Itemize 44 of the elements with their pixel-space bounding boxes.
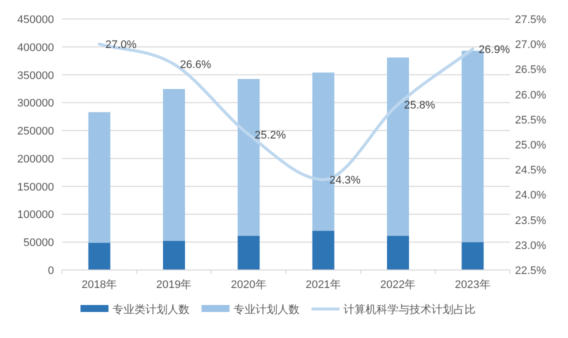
y2-tick-label: 27.0% xyxy=(515,39,546,52)
data-label: 25.8% xyxy=(404,99,436,112)
y2-tick-label: 24.5% xyxy=(515,164,546,177)
y2-tick-label: 23.5% xyxy=(515,214,546,227)
data-label: 26.9% xyxy=(478,44,510,56)
y-tick-label: 50000 xyxy=(23,237,54,250)
y-tick-label: 400000 xyxy=(17,42,54,54)
y2-tick-label: 22.5% xyxy=(515,265,546,277)
y-tick-label: 250000 xyxy=(17,126,54,138)
y2-tick-label: 26.5% xyxy=(515,64,546,76)
bar xyxy=(88,112,110,243)
bar xyxy=(387,236,409,270)
legend-label: 专业类计划人数 xyxy=(112,303,190,316)
x-tick-label: 2020年 xyxy=(230,279,266,291)
y-tick-label: 150000 xyxy=(17,181,54,194)
y-tick-label: 200000 xyxy=(17,153,54,166)
x-tick-label: 2022年 xyxy=(380,279,416,291)
bar xyxy=(88,242,110,270)
y2-tick-label: 26.0% xyxy=(515,89,546,102)
data-label: 27.0% xyxy=(105,39,137,52)
legend-label: 专业计划人数 xyxy=(234,303,300,316)
y2-tick-label: 25.0% xyxy=(515,140,546,152)
y-tick-label: 350000 xyxy=(17,70,54,82)
bar xyxy=(312,230,334,270)
y2-tick-label: 23.0% xyxy=(515,240,546,252)
y2-tick-label: 24.0% xyxy=(515,190,546,202)
x-tick-label: 2023年 xyxy=(454,279,490,291)
y2-tick-label: 25.5% xyxy=(515,114,546,126)
data-label: 25.2% xyxy=(254,129,286,142)
bar xyxy=(163,240,185,270)
y-tick-label: 100000 xyxy=(17,209,54,222)
y-tick-label: 0 xyxy=(48,265,54,277)
y-tick-label: 450000 xyxy=(17,14,54,26)
x-tick-label: 2021年 xyxy=(306,279,342,291)
x-tick-label: 2019年 xyxy=(156,279,192,291)
y-tick-label: 300000 xyxy=(17,98,54,110)
bar xyxy=(238,236,260,270)
bar xyxy=(163,89,185,241)
x-tick-label: 2018年 xyxy=(82,279,118,291)
legend-label: 计算机科学与技术计划占比 xyxy=(344,303,476,316)
bar xyxy=(462,242,484,270)
data-label: 24.3% xyxy=(329,174,361,187)
y2-tick-label: 27.5% xyxy=(515,14,546,26)
data-label: 26.6% xyxy=(180,59,212,72)
